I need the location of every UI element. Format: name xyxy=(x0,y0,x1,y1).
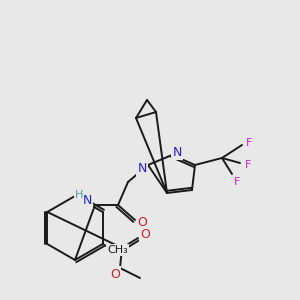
Text: O: O xyxy=(110,268,120,281)
Text: F: F xyxy=(234,177,240,187)
Text: O: O xyxy=(137,217,147,230)
Text: F: F xyxy=(246,138,252,148)
Text: H: H xyxy=(75,190,83,200)
Text: F: F xyxy=(245,160,251,170)
Text: O: O xyxy=(140,227,150,241)
Text: CH₃: CH₃ xyxy=(107,245,128,255)
Text: N: N xyxy=(137,161,147,175)
Text: N: N xyxy=(172,146,182,158)
Text: N: N xyxy=(82,194,92,208)
